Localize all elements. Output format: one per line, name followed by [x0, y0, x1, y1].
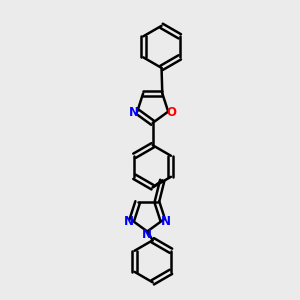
Text: O: O [167, 106, 176, 119]
Text: N: N [129, 106, 139, 119]
Text: N: N [124, 215, 134, 228]
Text: N: N [142, 228, 152, 241]
Text: N: N [161, 215, 171, 228]
